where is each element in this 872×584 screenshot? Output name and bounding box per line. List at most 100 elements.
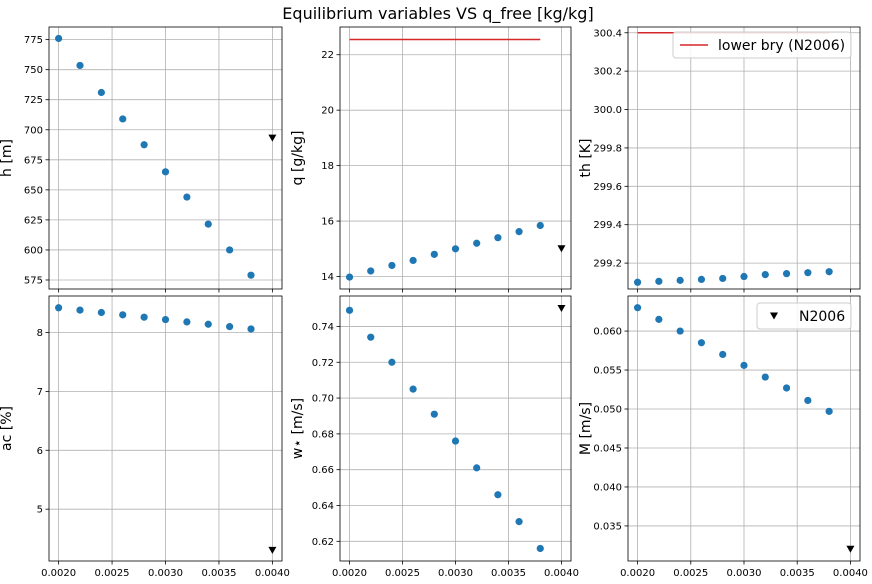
data-point: [697, 339, 706, 347]
y-tick-label: 6: [37, 446, 43, 457]
y-tick-label: 0.045: [593, 443, 622, 454]
legend-line-label: lower bry (N2006): [718, 38, 845, 54]
data-point: [430, 250, 438, 258]
data-point: [204, 220, 212, 228]
y-tick-label: 299.8: [593, 143, 622, 154]
y-tick-label: 18: [321, 161, 334, 172]
y-tick-label: 5: [37, 505, 43, 516]
data-point: [825, 407, 833, 415]
y-tick-label: 0.050: [593, 405, 622, 416]
data-point: [367, 333, 375, 341]
axes-frame: [339, 295, 572, 562]
data-point: [409, 256, 417, 265]
y-tick-label: 299.2: [593, 259, 622, 270]
y-tick-label: 0.060: [593, 327, 622, 338]
data-point: [76, 306, 84, 314]
legend: lower bry (N2006): [672, 31, 852, 59]
data-point: [451, 245, 460, 253]
y-tick-label: 300.2: [593, 67, 622, 78]
y-tick-label: 0.64: [312, 501, 334, 512]
y-tick-label: 0.72: [312, 358, 334, 369]
x-tick-label: 0.0035: [491, 568, 526, 579]
panel-th: 299.2 299.4 299.6 299.8 300.0 300.2 300.4 th [K…: [578, 26, 861, 293]
y-tick-label: 700: [24, 125, 43, 136]
panel-ac: 0.0020 0.0025 0.0030 0.0035 0.0040 5 6 7 8 aᴄ [%]: [0, 295, 290, 579]
y-tick-label: 775: [24, 35, 43, 46]
data-point: [633, 304, 642, 312]
y-tick-label: 0.040: [593, 482, 622, 493]
y-tick-label: 575: [24, 275, 43, 286]
data-point: [719, 274, 727, 283]
y-tick-label: 0.62: [312, 537, 334, 548]
data-point: [782, 384, 791, 392]
data-point: [119, 115, 127, 123]
data-point: [97, 88, 105, 97]
data-point: [161, 315, 170, 324]
n2006-marker: [268, 546, 277, 554]
y-tick-label: 0.70: [312, 394, 334, 405]
y-tick-label: 299.4: [593, 220, 622, 231]
data-point: [536, 544, 544, 553]
x-tick-label: 0.0035: [201, 568, 236, 579]
data-point: [761, 271, 769, 279]
panel-q: 14 16 18 20 22 q [g/kg]: [290, 26, 572, 293]
x-tick-label: 0.0025: [673, 568, 708, 579]
data-point: [473, 239, 481, 247]
n2006-marker: [846, 545, 855, 553]
legend-frame: [756, 302, 852, 330]
y-tick-label: 299.6: [593, 182, 622, 193]
y-tick-label: 0.055: [593, 366, 622, 377]
y-tick-label: 650: [24, 185, 43, 196]
data-point: [633, 278, 642, 286]
data-point: [676, 276, 684, 284]
data-point: [451, 437, 460, 445]
x-tick-label: 0.0035: [780, 568, 815, 579]
data-point: [183, 193, 191, 201]
data-point: [226, 323, 234, 331]
legend-frame: [672, 31, 852, 59]
axes-frame: [627, 26, 861, 290]
axes-frame: [48, 26, 283, 290]
data-point: [655, 315, 663, 323]
y-axis-label: M [m/s]: [578, 402, 594, 455]
y-tick-label: 20: [321, 106, 334, 117]
y-tick-label: 300.0: [593, 105, 622, 116]
data-point: [345, 273, 354, 281]
y-axis-label: w⋆ [m/s]: [290, 398, 306, 459]
data-point: [204, 320, 212, 328]
legend: N2006: [756, 302, 852, 330]
data-point: [761, 373, 769, 381]
y-tick-label: 725: [24, 95, 43, 106]
y-tick-label: 22: [321, 50, 334, 61]
y-tick-label: 0.68: [312, 429, 334, 440]
data-point: [226, 246, 234, 254]
n2006-marker: [557, 305, 566, 313]
data-point: [494, 234, 502, 242]
data-point: [740, 272, 748, 281]
data-point: [76, 61, 84, 70]
data-point: [183, 318, 191, 326]
data-point: [536, 221, 544, 230]
y-axis-label: aᴄ [%]: [0, 406, 15, 451]
x-tick-label: 0.0020: [332, 568, 367, 579]
data-point: [676, 327, 684, 335]
y-axis-label: q [g/kg]: [290, 131, 306, 186]
y-tick-label: 600: [24, 245, 43, 256]
x-tick-label: 0.0025: [385, 568, 420, 579]
data-point: [740, 361, 748, 369]
y-tick-label: 300.4: [593, 28, 622, 39]
y-tick-label: 8: [37, 328, 43, 339]
y-tick-label: 675: [24, 155, 43, 166]
data-point: [494, 491, 502, 499]
data-point: [804, 396, 812, 405]
data-point: [247, 325, 255, 333]
x-tick-label: 0.0020: [41, 568, 76, 579]
data-point: [825, 268, 833, 276]
data-point: [655, 277, 663, 285]
x-tick-label: 0.0030: [438, 568, 473, 579]
y-tick-label: 750: [24, 65, 43, 76]
data-point: [515, 228, 523, 236]
n2006-marker: [557, 245, 566, 253]
axes-frame: [48, 295, 283, 562]
data-point: [55, 304, 63, 312]
